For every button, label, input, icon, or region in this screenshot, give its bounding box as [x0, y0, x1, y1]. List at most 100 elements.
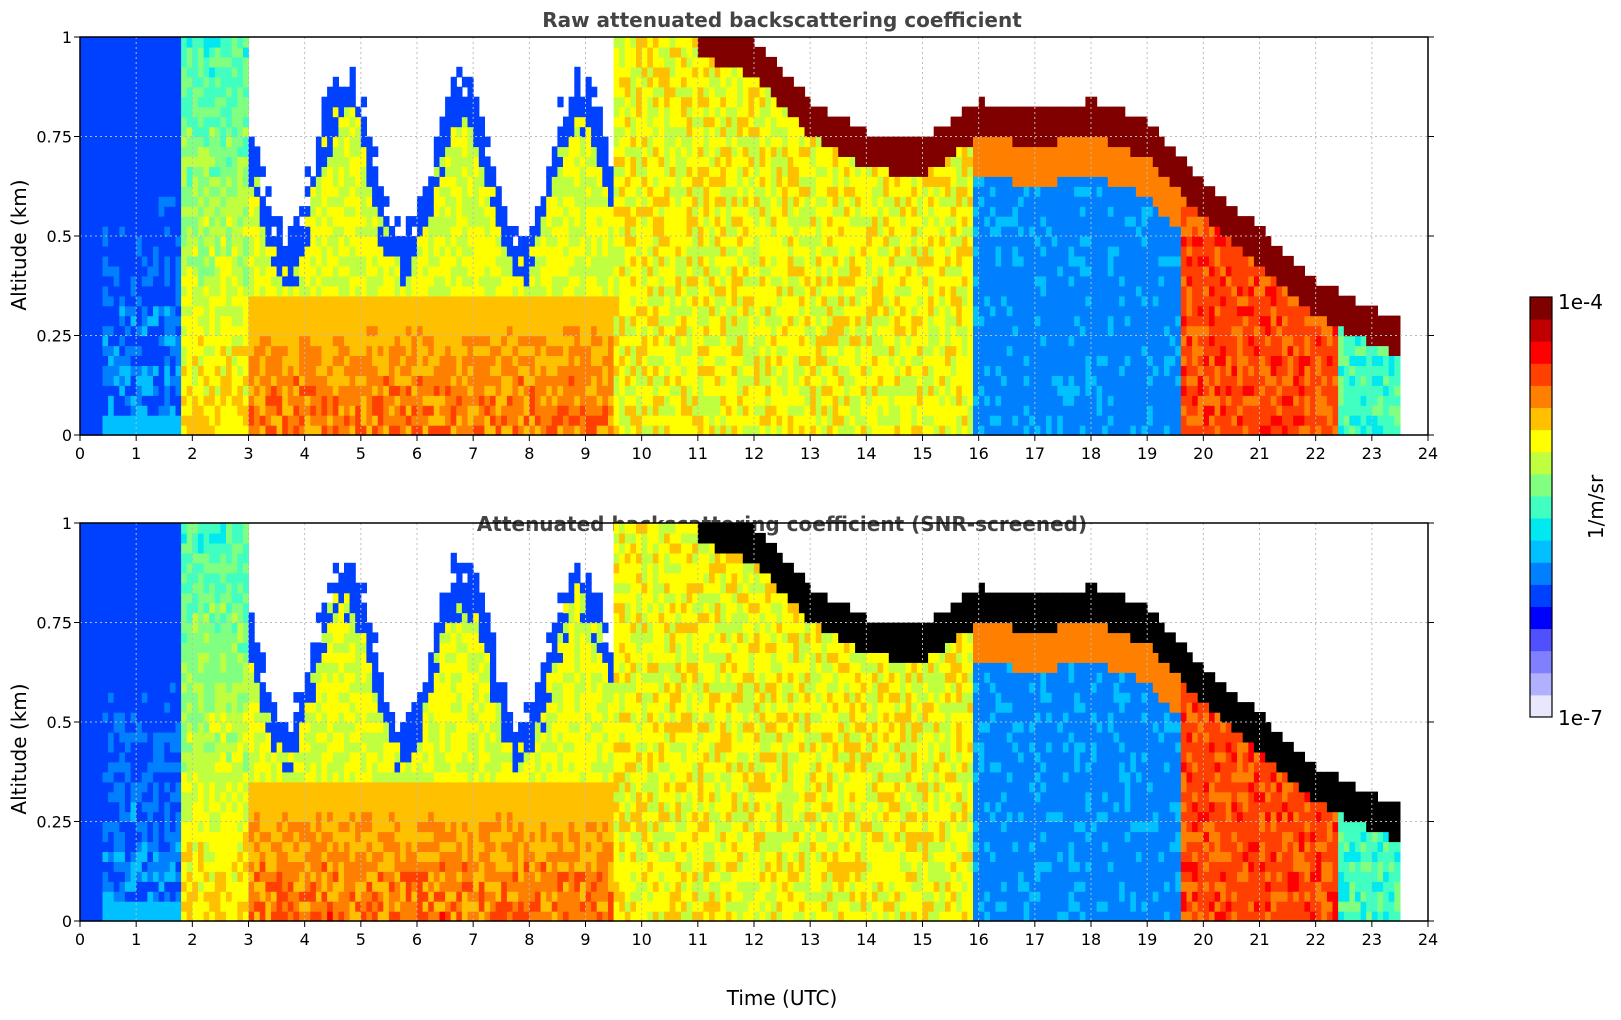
heatmap-cell	[248, 146, 255, 157]
heatmap-cell	[141, 136, 148, 148]
heatmap-cell	[192, 56, 199, 68]
heatmap-cell	[473, 425, 480, 436]
heatmap-cell	[619, 365, 626, 376]
heatmap-cell	[843, 335, 851, 347]
heatmap-cell	[198, 166, 205, 177]
heatmap-cell	[669, 425, 676, 436]
heatmap-cell	[647, 116, 654, 128]
heatmap-cell	[905, 275, 912, 287]
heatmap-cell	[759, 285, 766, 297]
heatmap-cell	[636, 226, 643, 237]
heatmap-cell	[843, 345, 851, 356]
heatmap-cell	[461, 375, 469, 386]
heatmap-cell	[742, 186, 749, 197]
heatmap-cell	[883, 245, 890, 257]
heatmap-cell	[91, 425, 98, 436]
heatmap-cell	[102, 176, 109, 187]
heatmap-cell	[630, 196, 637, 207]
heatmap-cell	[754, 295, 761, 307]
heatmap-cell	[203, 186, 210, 197]
heatmap-cell	[405, 236, 412, 247]
heatmap-cell	[866, 425, 873, 436]
heatmap-cell	[664, 136, 671, 148]
heatmap-cell	[759, 355, 766, 366]
heatmap-cell	[871, 206, 879, 217]
heatmap-cell	[484, 245, 491, 257]
heatmap-cell	[540, 305, 547, 317]
heatmap-cell	[827, 116, 834, 128]
heatmap-cell	[624, 136, 631, 148]
heatmap-cell	[388, 345, 396, 356]
heatmap-cell	[153, 46, 160, 58]
heatmap-cell	[776, 415, 783, 426]
heatmap-cell	[703, 365, 710, 376]
heatmap-cell	[787, 196, 794, 207]
heatmap-cell	[686, 265, 693, 277]
heatmap-cell	[911, 216, 918, 227]
heatmap-cell	[360, 295, 367, 307]
heatmap-cell	[793, 415, 800, 426]
heatmap-cell	[372, 285, 379, 297]
heatmap-cell	[832, 255, 839, 267]
heatmap-cell	[815, 136, 822, 148]
heatmap-cell	[490, 315, 497, 327]
heatmap-cell	[484, 285, 491, 297]
heatmap-cell	[377, 285, 384, 297]
heatmap-cell	[349, 206, 356, 217]
heatmap-cell	[838, 226, 845, 237]
heatmap-cell	[641, 37, 648, 48]
heatmap-cell	[804, 375, 811, 386]
heatmap-cell	[214, 166, 221, 177]
heatmap-cell	[315, 176, 323, 187]
heatmap-cell	[327, 186, 334, 197]
heatmap-cell	[136, 196, 143, 207]
heatmap-cell	[456, 106, 463, 118]
heatmap-cell	[557, 365, 564, 376]
heatmap-cell	[91, 255, 98, 267]
heatmap-cell	[108, 415, 115, 426]
heatmap-cell	[574, 156, 581, 167]
heatmap-cell	[692, 365, 699, 376]
heatmap-cell	[366, 325, 373, 337]
heatmap-cell	[804, 415, 811, 426]
heatmap-cell	[540, 345, 547, 356]
heatmap-cell	[417, 196, 424, 207]
heatmap-cell	[282, 395, 289, 406]
heatmap-cell	[344, 295, 351, 307]
heatmap-cell	[113, 186, 120, 197]
heatmap-cell	[900, 405, 907, 416]
heatmap-cell	[849, 196, 856, 207]
heatmap-cell	[591, 226, 598, 237]
heatmap-cell	[636, 395, 643, 406]
heatmap-cell	[467, 245, 474, 257]
heatmap-cell	[153, 76, 160, 88]
heatmap-cell	[254, 375, 261, 386]
heatmap-cell	[372, 196, 379, 207]
heatmap-cell	[259, 265, 266, 277]
heatmap-cell	[585, 285, 592, 297]
heatmap-cell	[377, 295, 384, 307]
heatmap-cell	[450, 156, 457, 167]
heatmap-cell	[417, 345, 424, 356]
heatmap-cell	[900, 315, 907, 327]
heatmap-cell	[905, 156, 912, 167]
heatmap-cell	[765, 375, 772, 386]
heatmap-cell	[855, 275, 862, 287]
heatmap-cell	[563, 345, 570, 356]
heatmap-cell	[467, 345, 474, 356]
heatmap-cell	[259, 375, 266, 386]
heatmap-cell	[91, 375, 98, 386]
heatmap-cell	[102, 76, 109, 88]
heatmap-cell	[540, 295, 547, 307]
heatmap-cell	[697, 96, 704, 108]
heatmap-cell	[282, 255, 289, 267]
heatmap-cell	[372, 375, 379, 386]
heatmap-cell	[748, 295, 755, 307]
heatmap-cell	[456, 86, 463, 98]
heatmap-cell	[141, 76, 148, 88]
heatmap-cell	[787, 375, 794, 386]
heatmap-cell	[697, 335, 704, 347]
heatmap-cell	[658, 166, 665, 177]
heatmap-cell	[742, 355, 749, 366]
heatmap-cell	[282, 425, 289, 436]
